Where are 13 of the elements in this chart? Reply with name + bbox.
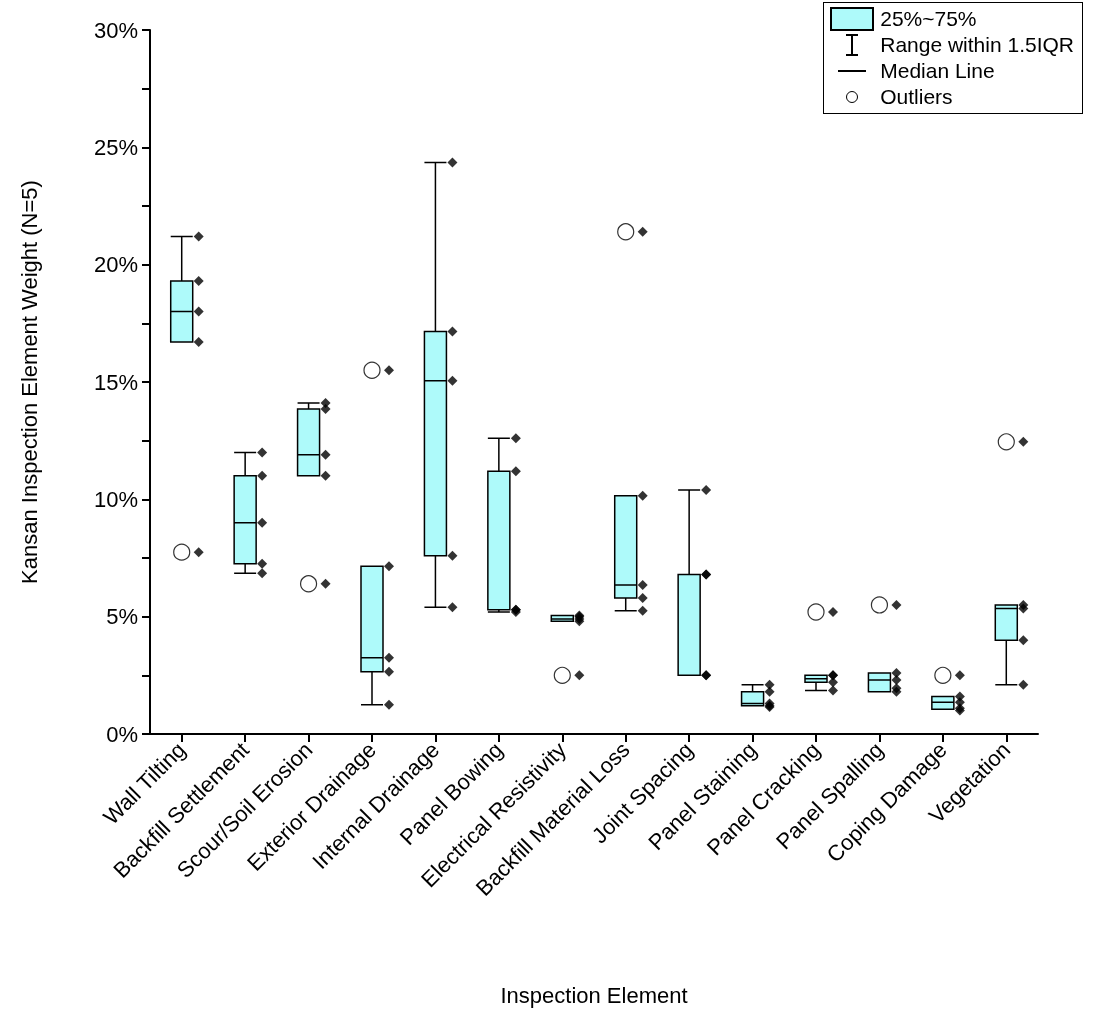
- y-tick-label: 15%: [93, 369, 138, 395]
- legend-label: 25%~75%: [880, 7, 977, 31]
- annotation: Range within 1.5IQR: [880, 33, 1074, 57]
- y-tick-label: 20%: [93, 252, 138, 278]
- y-tick-label: 0%: [106, 721, 138, 747]
- y-tick-label: 10%: [93, 486, 138, 512]
- y-tick-label: 25%: [93, 134, 138, 160]
- y-tick-label: 5%: [106, 604, 138, 630]
- annotation: Median Line: [880, 59, 995, 83]
- y-tick-label: 30%: [93, 17, 138, 43]
- legend-label: Outliers: [880, 85, 953, 109]
- y-axis-title: Kansan Inspection Element Weight (N=5): [16, 180, 42, 584]
- x-axis-title: Inspection Element: [500, 982, 688, 1008]
